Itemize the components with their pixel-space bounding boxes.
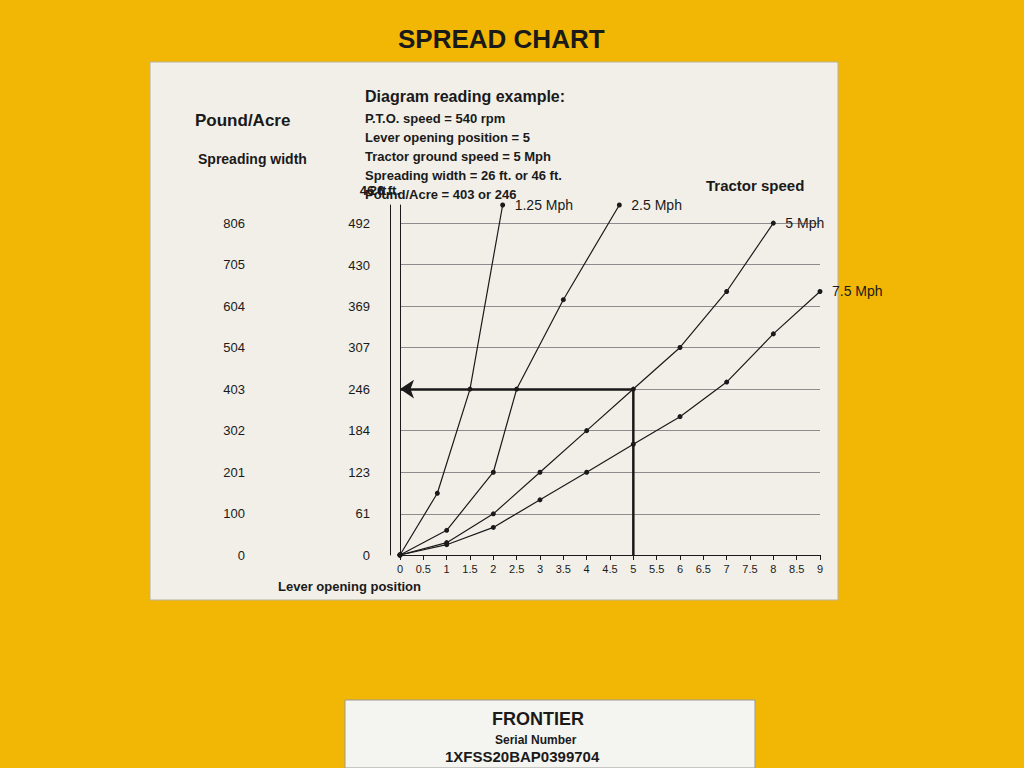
- svg-text:3: 3: [537, 563, 543, 575]
- svg-text:3.5: 3.5: [556, 563, 571, 575]
- svg-text:806: 806: [223, 216, 245, 231]
- svg-text:6: 6: [677, 563, 683, 575]
- svg-text:1.5: 1.5: [462, 563, 477, 575]
- svg-text:0: 0: [363, 548, 370, 563]
- svg-text:1: 1: [444, 563, 450, 575]
- svg-text:100: 100: [223, 506, 245, 521]
- svg-text:46 ft.: 46 ft.: [360, 183, 390, 198]
- svg-text:2.5: 2.5: [509, 563, 524, 575]
- svg-text:Lever opening position: Lever opening position: [278, 579, 421, 594]
- svg-text:492: 492: [348, 216, 370, 231]
- svg-text:2: 2: [490, 563, 496, 575]
- svg-text:Spreading width: Spreading width: [198, 151, 307, 167]
- svg-text:0.5: 0.5: [416, 563, 431, 575]
- svg-text:2.5 Mph: 2.5 Mph: [631, 197, 682, 213]
- svg-text:0: 0: [238, 548, 245, 563]
- svg-text:504: 504: [223, 340, 245, 355]
- svg-text:9: 9: [817, 563, 823, 575]
- svg-text:307: 307: [348, 340, 370, 355]
- svg-text:SPREAD CHART: SPREAD CHART: [398, 24, 605, 54]
- svg-text:6.5: 6.5: [696, 563, 711, 575]
- svg-text:8: 8: [770, 563, 776, 575]
- svg-text:5 Mph: 5 Mph: [785, 215, 824, 231]
- svg-text:7.5: 7.5: [742, 563, 757, 575]
- svg-text:Pound/Acre: Pound/Acre: [195, 111, 290, 130]
- svg-text:Tractor speed: Tractor speed: [706, 177, 804, 194]
- svg-text:0: 0: [397, 563, 403, 575]
- svg-text:7.5 Mph: 7.5 Mph: [832, 283, 883, 299]
- svg-text:123: 123: [348, 465, 370, 480]
- svg-text:184: 184: [348, 423, 370, 438]
- svg-text:369: 369: [348, 299, 370, 314]
- svg-text:61: 61: [356, 506, 370, 521]
- svg-text:5: 5: [630, 563, 636, 575]
- svg-text:Serial Number: Serial Number: [495, 733, 577, 747]
- svg-text:302: 302: [223, 423, 245, 438]
- svg-text:P.T.O. speed = 540 rpm: P.T.O. speed = 540 rpm: [365, 111, 505, 126]
- svg-text:430: 430: [348, 258, 370, 273]
- svg-text:201: 201: [223, 465, 245, 480]
- svg-text:1.25 Mph: 1.25 Mph: [515, 197, 573, 213]
- svg-text:Spreading width = 26 ft. or 46: Spreading width = 26 ft. or 46 ft.: [365, 168, 562, 183]
- svg-text:7: 7: [724, 563, 730, 575]
- svg-text:246: 246: [348, 382, 370, 397]
- svg-text:1XFSS20BAP0399704: 1XFSS20BAP0399704: [445, 748, 600, 765]
- svg-text:Lever opening position = 5: Lever opening position = 5: [365, 130, 530, 145]
- svg-text:8.5: 8.5: [789, 563, 804, 575]
- svg-text:4: 4: [584, 563, 590, 575]
- svg-text:4.5: 4.5: [602, 563, 617, 575]
- svg-text:FRONTIER: FRONTIER: [492, 709, 584, 729]
- svg-text:705: 705: [223, 257, 245, 272]
- svg-text:Pound/Acre = 403 or 246: Pound/Acre = 403 or 246: [365, 187, 517, 202]
- svg-text:Tractor ground speed = 5 Mph: Tractor ground speed = 5 Mph: [365, 149, 551, 164]
- svg-text:604: 604: [223, 299, 245, 314]
- svg-text:Diagram reading example:: Diagram reading example:: [365, 88, 565, 105]
- svg-text:403: 403: [223, 382, 245, 397]
- svg-text:5.5: 5.5: [649, 563, 664, 575]
